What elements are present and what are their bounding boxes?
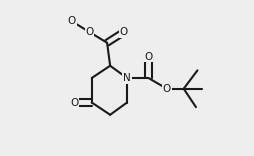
Text: O: O: [144, 51, 153, 62]
Text: O: O: [120, 27, 128, 37]
Text: O: O: [70, 98, 78, 107]
Text: O: O: [163, 84, 171, 94]
Text: O: O: [68, 16, 76, 26]
Text: N: N: [123, 73, 131, 83]
Text: O: O: [85, 27, 93, 37]
